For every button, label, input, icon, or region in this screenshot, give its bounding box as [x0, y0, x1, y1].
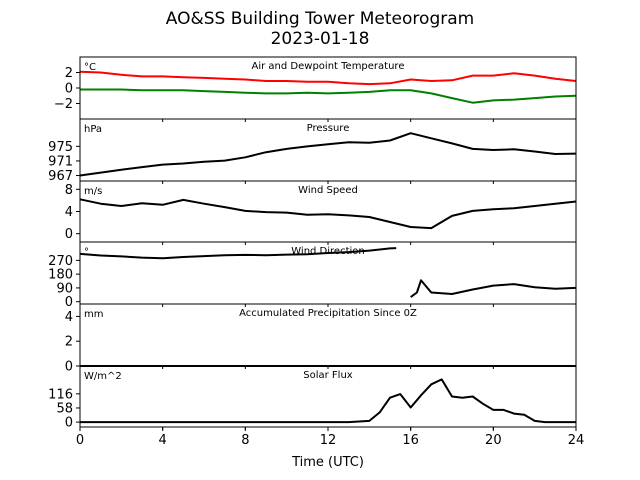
wind-speed-unit-label: m/s [84, 186, 102, 197]
wind-direction-y-tick-label: 180 [48, 268, 73, 283]
panel-temperature: 20−2 °C Air and Dewpoint Temperature [54, 56, 577, 122]
wind-speed-y-tick-label: 8 [65, 183, 73, 198]
solar-flux-unit-label: W/m^2 [84, 371, 122, 382]
solar-flux-series-0 [80, 378, 576, 424]
x-tick-label: 0 [76, 433, 84, 448]
precipitation-unit-label: mm [84, 309, 103, 320]
wind-speed-y-tick-label: 4 [65, 205, 73, 220]
solar-flux-y-tick-label: 58 [56, 401, 73, 416]
pressure-y-tick-label: 975 [48, 140, 73, 155]
x-tick-label: 8 [241, 433, 249, 448]
solar-flux-title: Solar Flux [303, 370, 353, 381]
x-tick-label: 24 [568, 433, 585, 448]
wind-direction-series-0 [79, 247, 577, 298]
pressure-y-tick-label: 967 [48, 169, 73, 184]
figure-title-line1: AO&SS Building Tower Meteorogram [166, 9, 474, 29]
x-tick-label: 4 [159, 433, 167, 448]
panel-precipitation: 4 2 0 mm Accumulated Precipitation Since 0Z [65, 303, 577, 375]
precipitation-y-tick-label: 0 [65, 360, 73, 375]
pressure-title: Pressure [307, 123, 350, 134]
x-tick-label: 20 [485, 433, 502, 448]
precipitation-y-tick-label: 2 [65, 335, 73, 350]
x-axis-label: Time (UTC) [291, 455, 364, 470]
wind-speed-series-0 [79, 198, 577, 230]
x-axis: 0 4 8 12 16 20 24 [76, 427, 584, 448]
temperature-title: Air and Dewpoint Temperature [252, 61, 405, 72]
precipitation-y-tick-label: 4 [65, 310, 73, 325]
panels: 20−2°C Air and Dewpoint Temperature975971… [48, 56, 577, 431]
x-tick-label: 12 [320, 433, 337, 448]
temperature-y-tick-label: −2 [54, 97, 73, 112]
precipitation-title: Accumulated Precipitation Since 0Z [239, 308, 417, 319]
temperature-series-0 [79, 70, 577, 86]
wind-speed-y-tick-label: 0 [65, 227, 73, 242]
solar-flux-y-tick-label: 116 [48, 387, 73, 402]
temperature-y-tick-label: 0 [65, 82, 73, 97]
x-tick-label: 16 [402, 433, 419, 448]
temperature-y-tick-label: 2 [65, 66, 73, 81]
pressure-unit-label: hPa [84, 124, 102, 135]
temperature-unit-label: °C [84, 62, 96, 73]
wind-direction-unit-label: ° [84, 247, 89, 258]
wind-direction-title: Wind Direction [291, 246, 365, 257]
wind-direction-y-tick-label: 270 [48, 254, 73, 269]
pressure-y-tick-label: 971 [48, 154, 73, 169]
pressure-series-0 [79, 132, 577, 177]
panel-wind-speed: 8 4 0 m/s Wind Speed [65, 180, 577, 245]
temperature-series-1 [80, 88, 577, 104]
solar-flux-y-tick-label: 0 [65, 416, 73, 431]
wind-direction-y-tick-label: 0 [65, 295, 73, 310]
figure-title-line2: 2023-01-18 [271, 29, 370, 49]
wind-speed-title: Wind Speed [298, 185, 358, 196]
wind-direction-y-tick-label: 90 [56, 281, 73, 296]
